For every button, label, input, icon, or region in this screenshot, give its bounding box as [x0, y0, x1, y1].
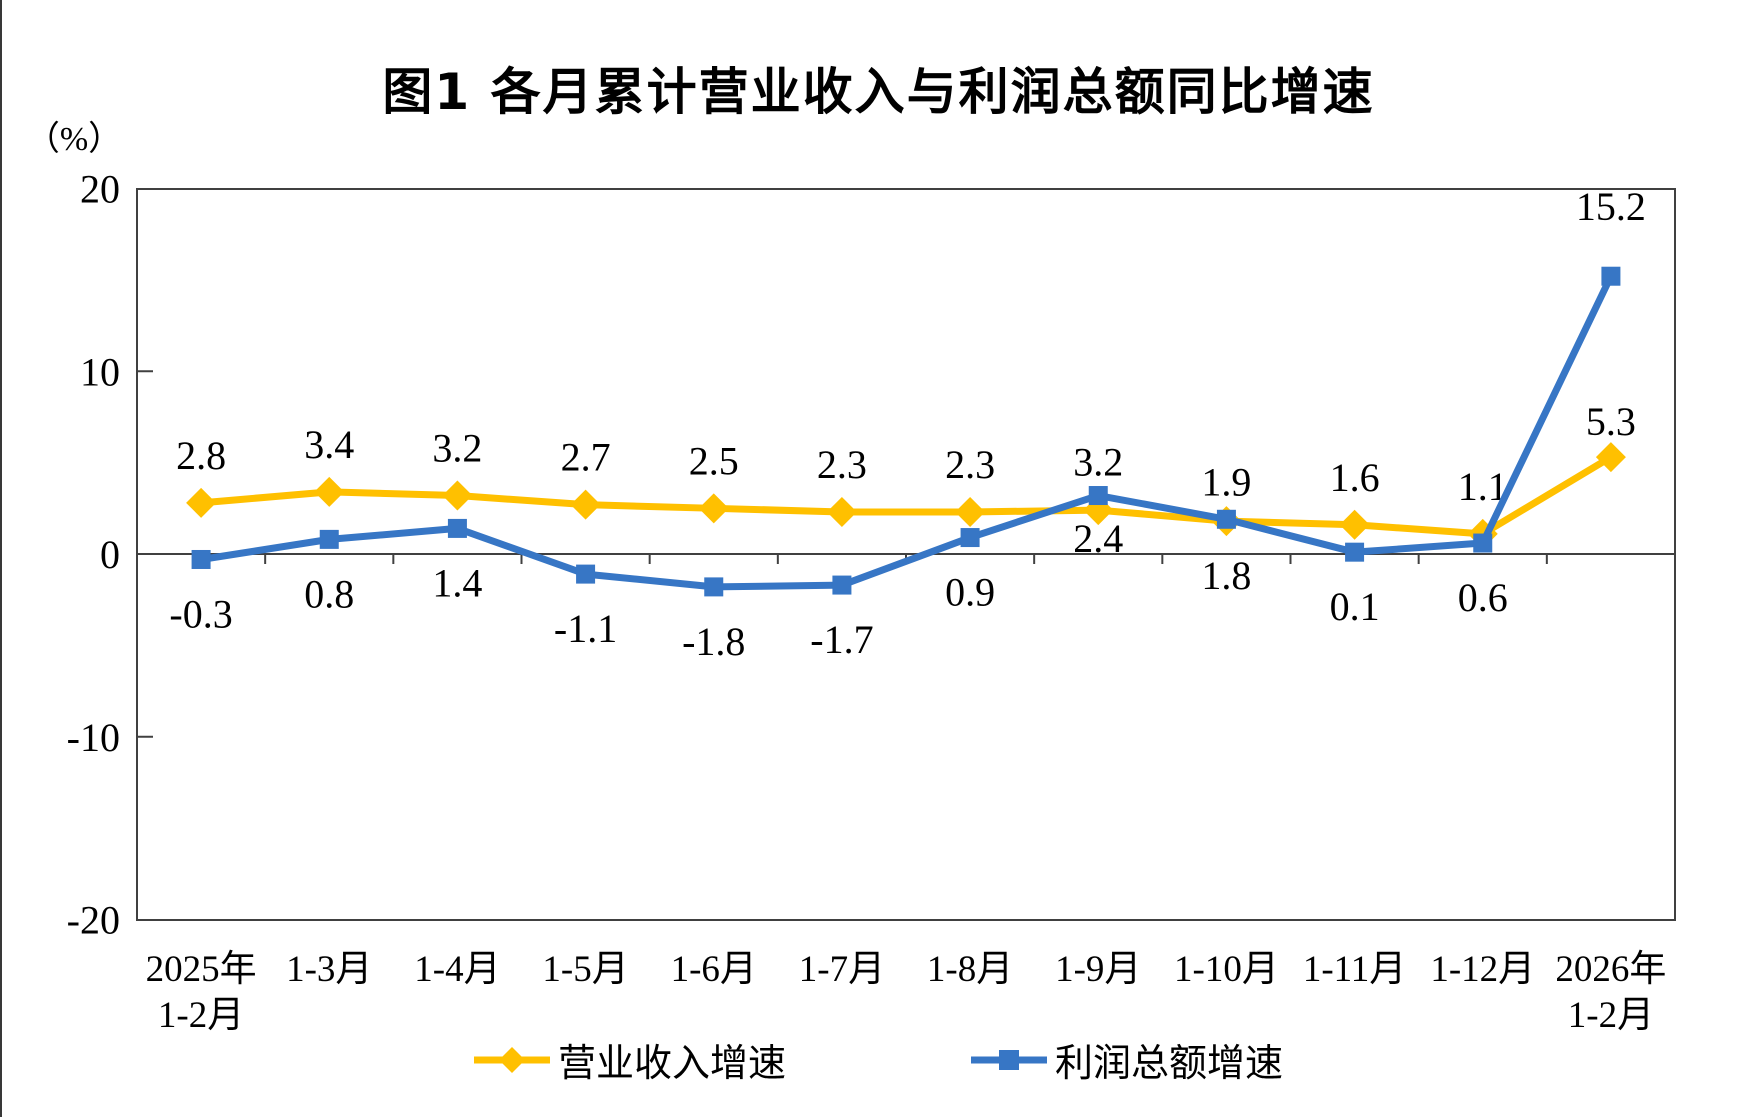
revenue-data-label: 2.5: [689, 438, 739, 483]
category-label: 1-12月: [1430, 949, 1535, 990]
category-label: 1-7月: [799, 949, 885, 990]
y-tick-label: 0: [100, 532, 120, 577]
y-tick-label: -10: [67, 715, 120, 760]
revenue-data-label: 2.4: [1073, 516, 1123, 561]
profit-marker: [191, 549, 211, 569]
profit-marker: [447, 518, 467, 538]
category-label: 1-9月: [1055, 949, 1141, 990]
revenue-marker: [698, 493, 729, 524]
profit-data-label: 1.9: [1201, 459, 1251, 504]
revenue-data-label: 5.3: [1586, 399, 1636, 444]
y-axis-unit-label: （%）: [26, 120, 122, 158]
legend-label-profit: 利润总额增速: [1055, 1043, 1284, 1085]
revenue-data-label: 2.8: [176, 433, 226, 478]
revenue-data-label: 2.3: [817, 442, 867, 487]
revenue-data-label: 3.2: [432, 426, 482, 471]
category-label: 1-3月: [286, 949, 372, 990]
revenue-marker: [186, 487, 217, 518]
y-tick-label: 20: [80, 167, 120, 212]
profit-marker: [1473, 533, 1493, 553]
y-tick-label: 10: [80, 349, 120, 394]
profit-data-label: -1.1: [554, 606, 617, 651]
category-label: 1-11月: [1303, 949, 1406, 990]
profit-data-label: -1.8: [682, 619, 745, 664]
profit-marker: [319, 529, 339, 549]
category-label: 1-6月: [671, 949, 757, 990]
profit-marker: [1345, 542, 1365, 562]
category-label: 2025年: [146, 948, 257, 990]
profit-data-label: -0.3: [169, 591, 232, 636]
revenue-marker: [1595, 442, 1626, 473]
legend-item-profit: 利润总额增速: [971, 1032, 1283, 1087]
profit-data-label: 3.2: [1073, 440, 1123, 485]
revenue-marker: [826, 496, 857, 527]
profit-data-label: -1.7: [810, 617, 873, 662]
profit-marker: [960, 528, 980, 548]
category-label: 1-10月: [1174, 949, 1279, 990]
profit-marker: [704, 577, 724, 597]
revenue-legend-marker-icon: [473, 1046, 550, 1073]
profit-marker: [1601, 266, 1621, 286]
profit-data-label: 0.8: [304, 571, 354, 616]
revenue-data-label: 1.6: [1330, 455, 1380, 500]
chart-legend: 营业收入增速 利润总额增速: [2, 1032, 1755, 1087]
legend-item-revenue: 营业收入增速: [473, 1032, 786, 1087]
revenue-data-label: 1.8: [1201, 553, 1251, 598]
revenue-line: [197, 453, 1615, 538]
category-label: 1-8月: [927, 949, 1013, 990]
category-label: 1-2月: [158, 995, 244, 1036]
profit-line: [197, 272, 1615, 591]
profit-data-label: 0.1: [1330, 584, 1380, 629]
category-label: 1-5月: [542, 949, 628, 990]
revenue-data-label: 2.7: [561, 435, 611, 480]
revenue-data-label: 2.3: [945, 442, 995, 487]
category-label: 1-4月: [414, 949, 500, 990]
profit-legend-marker-icon: [971, 1049, 1047, 1070]
revenue-data-label: 3.4: [304, 422, 354, 467]
profit-marker: [1216, 509, 1236, 529]
legend-label-revenue: 营业收入增速: [557, 1043, 786, 1085]
category-label: 1-2月: [1568, 995, 1654, 1036]
profit-data-label: 15.2: [1576, 184, 1646, 229]
revenue-marker: [570, 489, 601, 520]
revenue-marker: [1339, 509, 1370, 540]
revenue-marker: [314, 476, 345, 507]
profit-marker: [576, 564, 596, 584]
profit-data-label: 0.9: [945, 570, 995, 615]
revenue-marker: [955, 496, 986, 527]
revenue-marker: [442, 480, 473, 511]
profit-data-label: 0.6: [1458, 575, 1508, 620]
profit-marker: [832, 575, 852, 595]
y-tick-label: -20: [67, 898, 120, 943]
profit-marker: [1088, 486, 1108, 506]
chart-title: 图1 各月累计营业收入与利润总额同比增速: [382, 63, 1375, 121]
category-label: 2026年: [1555, 948, 1666, 990]
profit-data-label: 1.4: [432, 560, 482, 605]
